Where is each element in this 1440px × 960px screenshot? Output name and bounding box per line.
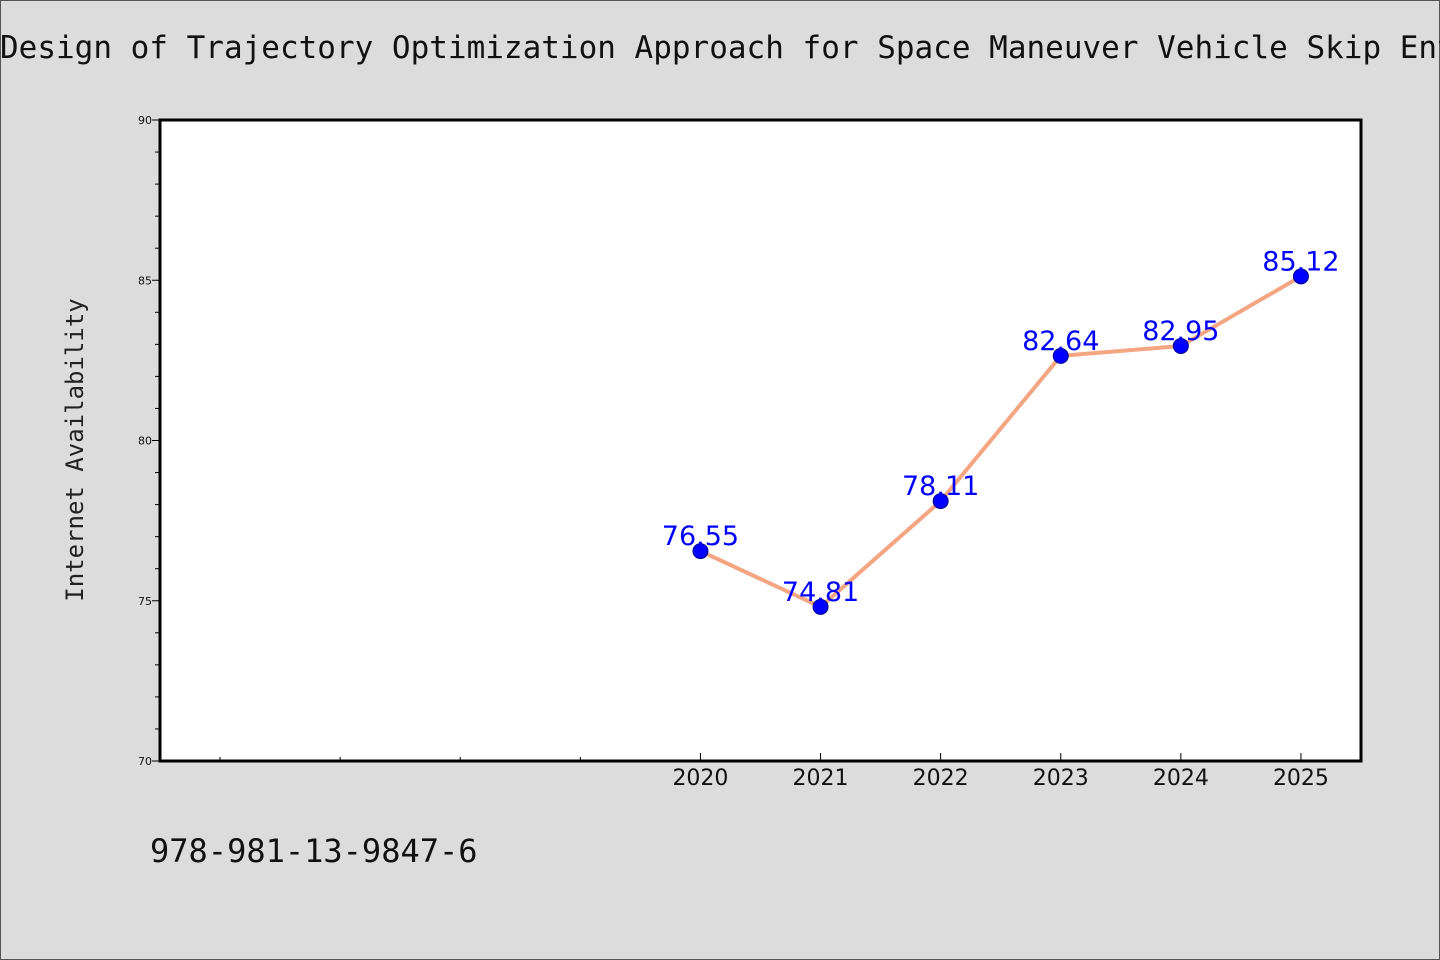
data-point <box>1052 347 1069 364</box>
footer-code: 978-981-13-9847-6 <box>150 832 478 870</box>
y-tick-label: 75 <box>138 595 152 608</box>
data-point <box>1292 268 1309 285</box>
data-label: 74.81 <box>782 577 859 608</box>
data-label: 85.12 <box>1262 246 1339 277</box>
data-point <box>932 493 949 510</box>
y-tick-label: 85 <box>138 274 152 287</box>
plot-border <box>158 118 1363 763</box>
x-tick-label: 2023 <box>1033 766 1089 791</box>
data-label: 78.11 <box>902 471 979 502</box>
x-tick-label: 2020 <box>672 766 728 791</box>
data-markers <box>692 268 1309 615</box>
data-label: 82.64 <box>1022 326 1099 357</box>
x-tick-label: 2021 <box>793 766 849 791</box>
data-point <box>1172 337 1189 354</box>
chart-title: Design of Trajectory Optimization Approa… <box>0 30 1440 66</box>
x-tick-label: 2024 <box>1153 766 1209 791</box>
data-point <box>692 543 709 560</box>
y-tick-label: 90 <box>138 114 152 127</box>
data-label: 82.95 <box>1142 316 1219 347</box>
plot-area <box>160 120 1361 761</box>
y-axis-ticks: 70 75 80 85 90 <box>138 114 160 768</box>
x-axis-ticks: 2020 2021 2022 2023 2024 2025 <box>219 753 1329 791</box>
x-tick-label: 2022 <box>913 766 969 791</box>
x-tick-label: 2025 <box>1273 766 1329 791</box>
data-point <box>812 598 829 615</box>
data-label: 76.55 <box>662 521 739 552</box>
series-line <box>699 274 1302 609</box>
y-tick-label: 70 <box>138 755 152 768</box>
y-tick-label: 80 <box>138 435 152 448</box>
data-labels: 76.55 74.81 78.11 82.64 82.95 85.12 <box>662 246 1340 607</box>
